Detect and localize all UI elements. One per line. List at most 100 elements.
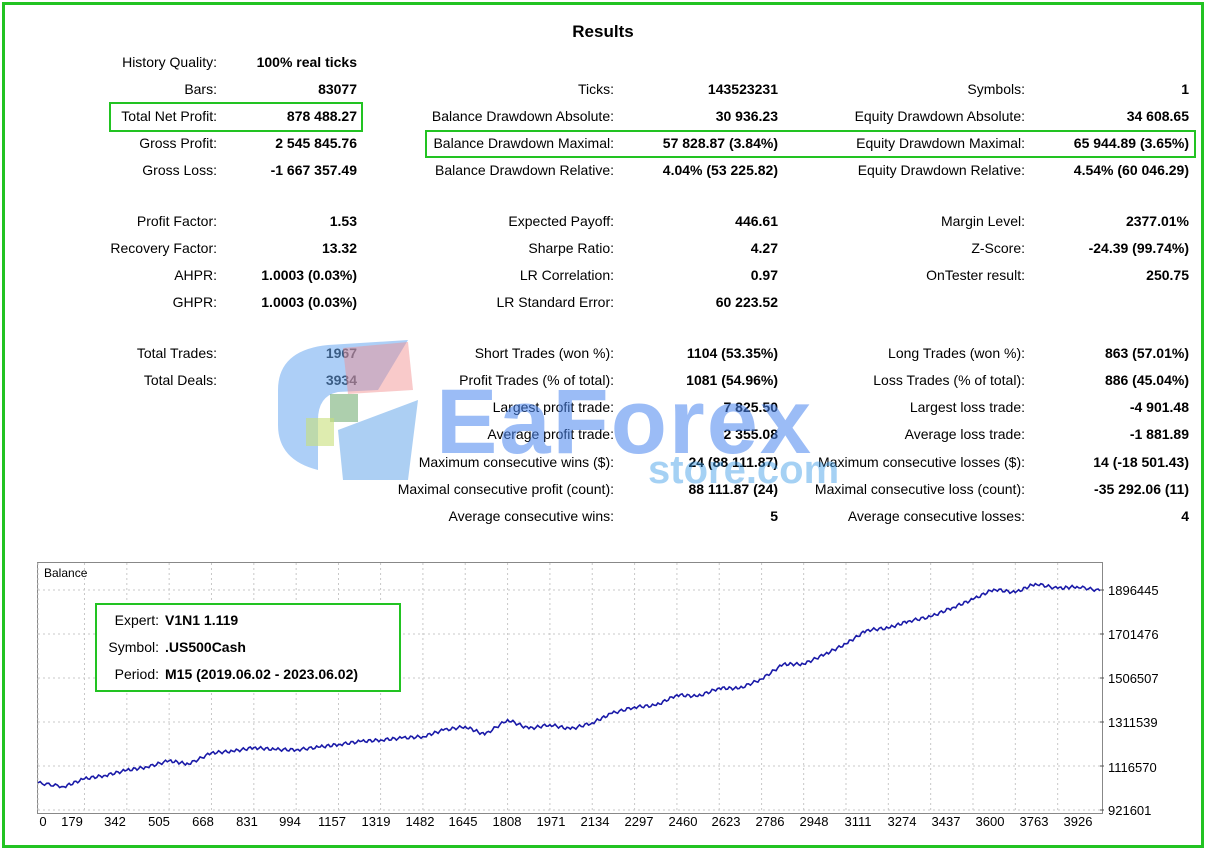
average-consecutive-wins-label: Average consecutive wins:	[448, 508, 615, 524]
largest-loss-trade-value: -4 901.48	[1129, 399, 1189, 415]
x-tick-label: 3274	[887, 814, 917, 829]
x-tick-label: 831	[236, 814, 258, 829]
x-tick-label: 2134	[580, 814, 610, 829]
ahpr-label: AHPR:	[174, 267, 217, 283]
bars-value: 83077	[318, 81, 357, 97]
gross-loss-label: Gross Loss:	[142, 162, 217, 178]
short-trades-label: Short Trades (won %):	[474, 345, 614, 361]
lr-standard-error-value: 60 223.52	[715, 294, 778, 310]
average-profit-trade-value: 2 355.08	[723, 426, 779, 442]
balance-dd-maximal-value: 57 828.87 (3.84%)	[662, 135, 778, 151]
ontester-result-value: 250.75	[1146, 267, 1189, 283]
margin-level-value: 2377.01%	[1125, 213, 1189, 229]
gross-loss-value: -1 667 357.49	[270, 162, 357, 178]
watermark-brand: EaForex	[436, 371, 814, 473]
equity-dd-maximal-value: 65 944.89 (3.65%)	[1073, 135, 1189, 151]
z-score-label: Z-Score:	[971, 240, 1025, 256]
maximal-consecutive-loss-value: -35 292.06 (11)	[1094, 481, 1189, 497]
short-trades-value: 1104 (53.35%)	[686, 345, 778, 361]
y-tick-label: 1311539	[1108, 715, 1158, 730]
balance-dd-relative-value: 4.04% (53 225.82)	[662, 162, 778, 178]
y-tick-label: 1896445	[1108, 583, 1159, 598]
total-deals-label: Total Deals:	[143, 372, 217, 388]
x-tick-label: 3437	[931, 814, 961, 829]
expected-payoff-value: 446.61	[735, 213, 778, 229]
average-loss-trade-value: -1 881.89	[1129, 426, 1189, 442]
gross-profit-value: 2 545 845.76	[275, 135, 357, 151]
average-consecutive-losses-value: 4	[1181, 508, 1189, 524]
symbol-value: .US500Cash	[165, 639, 246, 655]
profit-trades-label: Profit Trades (% of total):	[459, 372, 614, 388]
x-tick-label: 2948	[799, 814, 829, 829]
watermark-sub: store.com	[648, 448, 840, 492]
profit-factor-label: Profit Factor:	[136, 213, 217, 229]
balance-dd-relative-label: Balance Drawdown Relative:	[435, 162, 614, 178]
history-quality-value: 100% real ticks	[256, 54, 357, 70]
loss-trades-label: Loss Trades (% of total):	[873, 372, 1025, 388]
maximal-consecutive-loss-label: Maximal consecutive loss (count):	[814, 481, 1025, 497]
x-tick-label: 1808	[492, 814, 522, 829]
loss-trades-value: 886 (45.04%)	[1104, 372, 1189, 388]
watermark-logo-icon	[278, 340, 418, 480]
profit-factor-value: 1.53	[329, 213, 357, 229]
largest-profit-trade-value: 7 825.50	[723, 399, 779, 415]
x-tick-label: 1157	[318, 814, 346, 829]
long-trades-value: 863 (57.01%)	[1104, 345, 1189, 361]
expert-value: V1N1 1.119	[165, 612, 239, 628]
expected-payoff-label: Expected Payoff:	[508, 213, 614, 229]
average-consecutive-losses-label: Average consecutive losses:	[847, 508, 1025, 524]
y-tick-label: 1506507	[1108, 671, 1159, 686]
chart-legend: Expert: V1N1 1.119 Symbol: .US500Cash Pe…	[95, 603, 401, 692]
lr-correlation-label: LR Correlation:	[519, 267, 614, 283]
lr-standard-error-label: LR Standard Error:	[496, 294, 615, 310]
equity-dd-relative-value: 4.54% (60 046.29)	[1073, 162, 1189, 178]
y-tick-label: 1116570	[1108, 760, 1157, 775]
results-title: Results	[572, 22, 634, 41]
x-tick-label: 994	[279, 814, 301, 829]
long-trades-label: Long Trades (won %):	[888, 345, 1025, 361]
x-tick-label: 2623	[711, 814, 741, 829]
total-net-profit-label: Total Net Profit:	[121, 108, 217, 124]
largest-profit-trade-label: Largest profit trade:	[492, 399, 614, 415]
period-label: Period:	[114, 666, 159, 682]
watermark: EaForex store.com	[268, 330, 928, 492]
x-tick-label: 0	[39, 814, 47, 829]
symbols-value: 1	[1181, 81, 1189, 97]
maximal-consecutive-profit-label: Maximal consecutive profit (count):	[397, 481, 614, 497]
max-consecutive-wins-label: Maximum consecutive wins ($):	[418, 454, 614, 470]
symbol-label: Symbol:	[108, 639, 159, 655]
x-tick-label: 668	[192, 814, 214, 829]
sharpe-ratio-label: Sharpe Ratio:	[528, 240, 614, 256]
margin-level-label: Margin Level:	[940, 213, 1025, 229]
profit-trades-value: 1081 (54.96%)	[686, 372, 778, 388]
y-tick-label: 921601	[1108, 803, 1152, 818]
expert-label: Expert:	[114, 612, 159, 628]
period-value: M15 (2019.06.02 - 2023.06.02)	[165, 666, 359, 682]
x-tick-label: 1971	[536, 814, 566, 829]
maximal-consecutive-profit-value: 88 111.87 (24)	[688, 481, 778, 497]
largest-loss-trade-label: Largest loss trade:	[909, 399, 1025, 415]
x-tick-label: 2297	[624, 814, 654, 829]
x-tick-label: 2460	[668, 814, 698, 829]
average-consecutive-wins-value: 5	[770, 508, 778, 524]
x-tick-label: 3111	[844, 814, 872, 829]
balance-dd-absolute-label: Balance Drawdown Absolute:	[431, 108, 614, 124]
max-consecutive-losses-label: Maximum consecutive losses ($):	[818, 454, 1025, 470]
drawdown-maximal-highlight	[425, 130, 1196, 158]
balance-dd-maximal-label: Balance Drawdown Maximal:	[433, 135, 614, 151]
recovery-factor-value: 13.32	[321, 240, 357, 256]
x-tick-label: 3763	[1019, 814, 1049, 829]
equity-dd-absolute-label: Equity Drawdown Absolute:	[854, 108, 1025, 124]
x-tick-label: 1319	[361, 814, 391, 829]
x-tick-label: 505	[148, 814, 170, 829]
gross-profit-label: Gross Profit:	[139, 135, 217, 151]
x-tick-label: 3600	[975, 814, 1005, 829]
equity-dd-relative-label: Equity Drawdown Relative:	[857, 162, 1025, 178]
max-consecutive-wins-value: 24 (88 111.87)	[688, 454, 778, 470]
lr-correlation-value: 0.97	[750, 267, 778, 283]
total-trades-label: Total Trades:	[136, 345, 217, 361]
x-tick-label: 3926	[1063, 814, 1093, 829]
balance-dd-absolute-value: 30 936.23	[715, 108, 778, 124]
total-net-profit-value: 878 488.27	[286, 108, 357, 124]
